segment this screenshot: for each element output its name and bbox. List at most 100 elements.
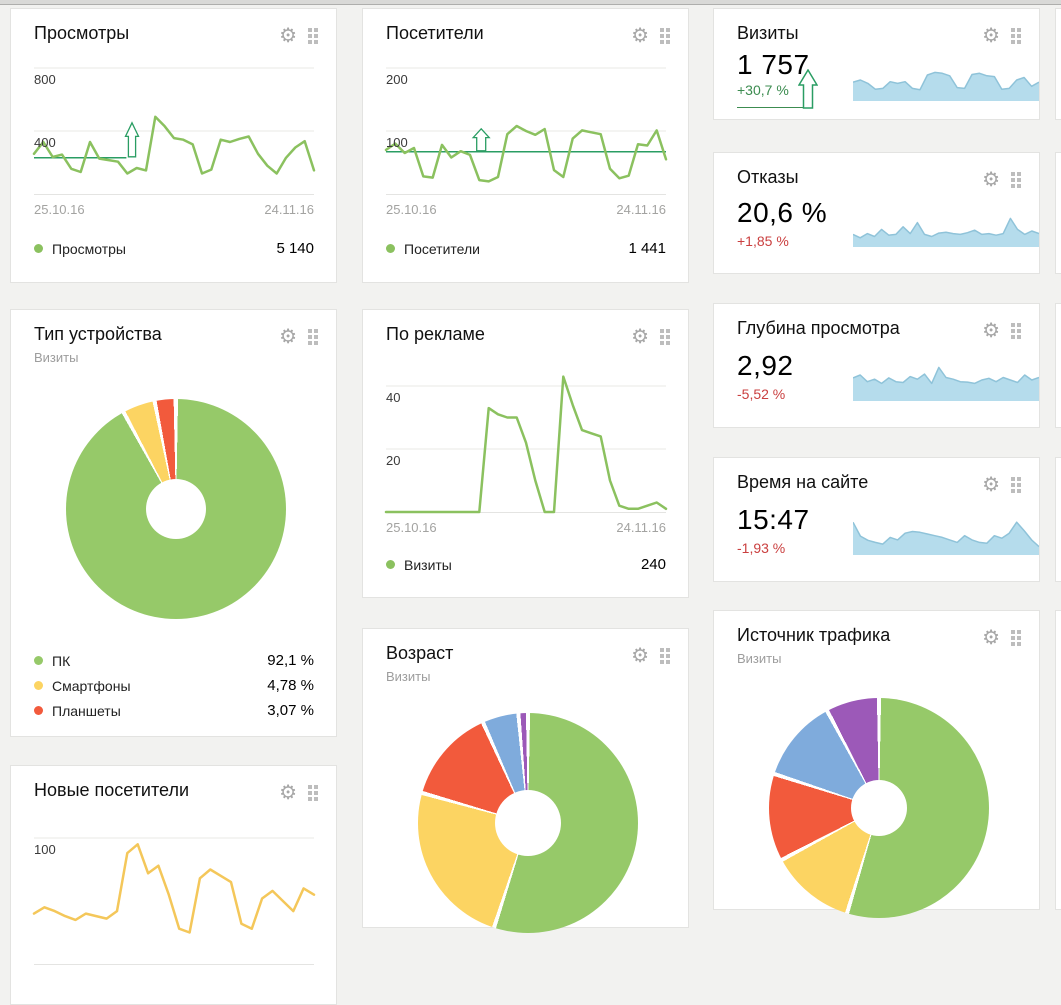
widget-title: Возраст xyxy=(386,643,454,663)
annotation-arrow-icon xyxy=(471,127,491,152)
metric-value: 1 757 xyxy=(737,49,810,80)
drag-handle-icon[interactable] xyxy=(1011,172,1021,188)
legend-row: Визиты 240 xyxy=(386,556,666,573)
pie-chart-age xyxy=(418,713,638,933)
widget-vozrast: Возраст Визиты ⚙ xyxy=(362,628,689,933)
date-end: 24.11.16 xyxy=(264,202,314,217)
sparkline-vizity xyxy=(852,59,1040,101)
date-end: 24.11.16 xyxy=(616,520,666,535)
widget-po-reklame: По рекламе ⚙ 40 20 25.10.16 24.11.16 Визи… xyxy=(362,309,689,598)
axis-label: 100 xyxy=(34,842,56,857)
legend-dot xyxy=(34,656,43,665)
line-chart-prosmotry: 800 400 xyxy=(32,67,316,195)
partial-widget xyxy=(1055,457,1061,582)
drag-handle-icon[interactable] xyxy=(660,648,670,664)
partial-widget xyxy=(1055,610,1061,910)
sparkline-otkazy xyxy=(852,205,1040,247)
line-chart-posetiteli: 200 100 xyxy=(384,67,668,195)
legend-dot xyxy=(386,560,395,569)
drag-handle-icon[interactable] xyxy=(1011,323,1021,339)
pie-legend: ПК 92,1 % Смартфоны 4,78 % Планшеты 3,07… xyxy=(34,648,314,723)
axis-label: 800 xyxy=(34,72,56,87)
legend-value: 92,1 % xyxy=(267,652,314,669)
legend-value: 3,07 % xyxy=(267,702,314,719)
gear-icon[interactable]: ⚙ xyxy=(279,326,297,348)
pie-hole xyxy=(146,479,206,539)
widget-title: Посетители xyxy=(386,23,484,43)
pie-chart-traffic-source xyxy=(769,698,989,918)
drag-handle-icon[interactable] xyxy=(308,785,318,801)
widget-tip-ustroystva: Тип устройства Визиты ⚙ ПК 92,1 % Смартф… xyxy=(10,309,337,737)
metric-change-link[interactable]: +30,7 % xyxy=(737,82,811,108)
annotation-arrow-icon xyxy=(124,121,140,158)
widget-istochnik-trafika: Источник трафика Визиты ⚙ xyxy=(713,610,1040,918)
date-end: 24.11.16 xyxy=(616,202,666,217)
date-start: 25.10.16 xyxy=(34,202,85,217)
drag-handle-icon[interactable] xyxy=(660,329,670,345)
widget-subtitle: Визиты xyxy=(737,651,782,666)
metric-change: -1,93 % xyxy=(737,540,786,556)
pie-hole xyxy=(851,780,907,836)
widget-title: Новые посетители xyxy=(34,780,190,800)
axis-label: 400 xyxy=(34,135,56,150)
gear-icon[interactable]: ⚙ xyxy=(982,169,1000,191)
widget-posetiteli: Посетители ⚙ 200 100 25.10.16 24.11.16 По… xyxy=(362,8,689,283)
axis-label: 100 xyxy=(386,135,408,150)
arrow-up-icon xyxy=(798,69,818,109)
drag-handle-icon[interactable] xyxy=(1011,630,1021,646)
widget-title: Время на сайте xyxy=(737,472,869,492)
gear-icon[interactable]: ⚙ xyxy=(631,25,649,47)
drag-handle-icon[interactable] xyxy=(1011,28,1021,44)
metric-value: 2,92 xyxy=(737,350,794,381)
widget-prosmotry: Просмотры ⚙ 800 400 25.10.16 24.11.16 Про… xyxy=(10,8,337,283)
widget-vremya: Время на сайте ⚙ 15:47 -1,93 % xyxy=(713,457,1040,582)
gear-icon[interactable]: ⚙ xyxy=(982,320,1000,342)
line-chart-novye: 100 xyxy=(32,837,316,965)
legend-label: Визиты xyxy=(404,556,452,573)
legend-row: Посетители 1 441 xyxy=(386,240,666,257)
pie-chart-device-type xyxy=(66,399,286,619)
gear-icon[interactable]: ⚙ xyxy=(982,474,1000,496)
gear-icon[interactable]: ⚙ xyxy=(279,25,297,47)
axis-label: 200 xyxy=(386,72,408,87)
widget-title: Глубина просмотра xyxy=(737,318,900,338)
legend-dot xyxy=(34,706,43,715)
widget-title: Тип устройства xyxy=(34,324,162,344)
gear-icon[interactable]: ⚙ xyxy=(279,782,297,804)
axis-label: 20 xyxy=(386,453,401,468)
gear-icon[interactable]: ⚙ xyxy=(982,25,1000,47)
top-toolbar-edge xyxy=(0,0,1061,5)
gear-icon[interactable]: ⚙ xyxy=(631,645,649,667)
drag-handle-icon[interactable] xyxy=(308,329,318,345)
axis-label: 40 xyxy=(386,390,401,405)
widget-otkazy: Отказы ⚙ 20,6 % +1,85 % xyxy=(713,152,1040,274)
date-start: 25.10.16 xyxy=(386,520,437,535)
legend-row: Планшеты 3,07 % xyxy=(34,698,314,723)
legend-label: Смартфоны xyxy=(52,677,131,694)
widget-subtitle: Визиты xyxy=(34,350,79,365)
legend-dot xyxy=(34,244,43,253)
gear-icon[interactable]: ⚙ xyxy=(631,326,649,348)
widget-title: Визиты xyxy=(737,23,799,43)
legend-label: ПК xyxy=(52,652,71,669)
legend-row: Смартфоны 4,78 % xyxy=(34,673,314,698)
widget-glubina: Глубина просмотра ⚙ 2,92 -5,52 % xyxy=(713,303,1040,428)
sparkline-glubina xyxy=(852,359,1040,401)
legend-value: 1 441 xyxy=(628,240,666,257)
sparkline-vremya xyxy=(852,513,1040,555)
metric-change: -5,52 % xyxy=(737,386,786,402)
legend-value: 4,78 % xyxy=(267,677,314,694)
legend-label: Планшеты xyxy=(52,702,121,719)
partial-widget xyxy=(1055,8,1061,120)
drag-handle-icon[interactable] xyxy=(308,28,318,44)
drag-handle-icon[interactable] xyxy=(660,28,670,44)
legend-dot xyxy=(386,244,395,253)
widget-title: Источник трафика xyxy=(737,625,891,645)
metric-change: +1,85 % xyxy=(737,233,789,249)
gear-icon[interactable]: ⚙ xyxy=(982,627,1000,649)
legend-label: Посетители xyxy=(404,240,480,257)
line-chart-po-reklame: 40 20 xyxy=(384,375,668,514)
partial-widget xyxy=(1055,152,1061,274)
legend-dot xyxy=(34,681,43,690)
drag-handle-icon[interactable] xyxy=(1011,477,1021,493)
